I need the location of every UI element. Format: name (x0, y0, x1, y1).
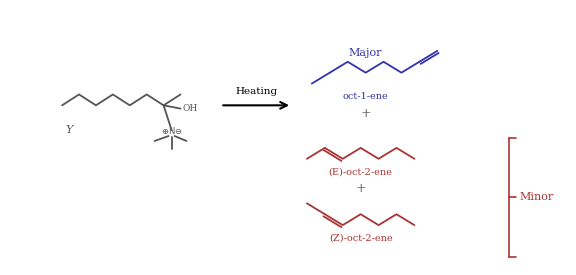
Text: (E)-oct-2-ene: (E)-oct-2-ene (329, 167, 393, 176)
Text: $\oplus$N$\ominus$: $\oplus$N$\ominus$ (161, 125, 183, 136)
Text: oct-1-ene: oct-1-ene (343, 92, 388, 101)
Text: Heating: Heating (235, 87, 277, 97)
Text: +: + (361, 107, 371, 120)
Text: (Z)-oct-2-ene: (Z)-oct-2-ene (329, 233, 392, 243)
Text: +: + (355, 182, 366, 195)
Text: Major: Major (349, 48, 382, 58)
Text: Minor: Minor (520, 192, 554, 202)
Text: OH: OH (183, 104, 198, 113)
Text: Y: Y (65, 125, 73, 135)
